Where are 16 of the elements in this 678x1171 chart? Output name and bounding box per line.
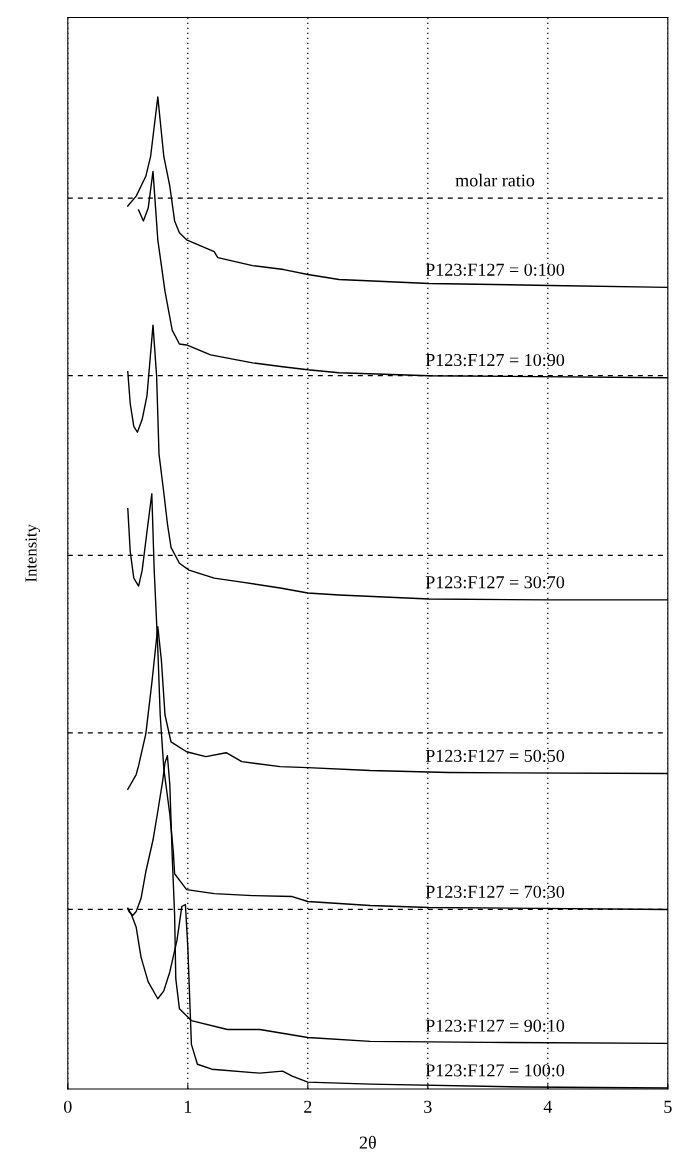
- series-label: P123:F127 = 30:70: [425, 576, 565, 589]
- x-tick-label: 3: [424, 1100, 432, 1113]
- series-label: P123:F127 = 90:10: [425, 1019, 565, 1032]
- x-tick-label: 5: [664, 1100, 672, 1113]
- x-tick-label: 1: [184, 1100, 192, 1113]
- x-tick-label: 4: [543, 1100, 553, 1113]
- x-tick-label: 0: [63, 1100, 72, 1113]
- x-axis-title: 2θ: [359, 1135, 376, 1149]
- y-axis-title: Intensity: [25, 524, 41, 582]
- x-tick-label: 2: [304, 1100, 312, 1113]
- annotation: molar ratio: [455, 173, 535, 187]
- series-label: P123:F127 = 0:100: [425, 263, 565, 276]
- series-label: P123:F127 = 50:50: [425, 749, 565, 763]
- series-label: P123:F127 = 10:90: [425, 353, 565, 367]
- series-label: P123:F127 = 100:0: [425, 1064, 565, 1077]
- series-label: P123:F127 = 70:30: [425, 885, 565, 898]
